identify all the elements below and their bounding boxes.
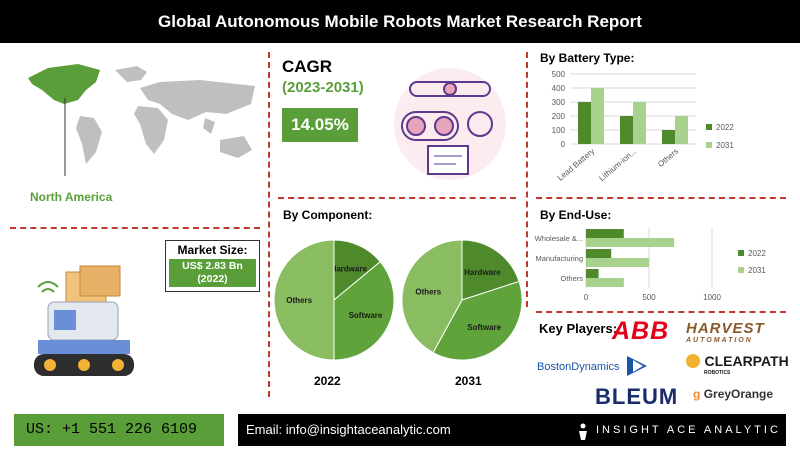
bleum-logo: BLEUM bbox=[595, 384, 679, 409]
robot-illustration bbox=[34, 265, 134, 376]
x-tick-label: 500 bbox=[642, 293, 656, 302]
y-tick-label: Manufacturing bbox=[535, 254, 583, 263]
region-label: North America bbox=[30, 190, 113, 204]
clearpath-logo: CLEARPATH ROBOTICS bbox=[686, 352, 789, 376]
boston-dynamics-logo: BostonDynamics bbox=[537, 361, 620, 373]
battery-chart: 0 100 200 300 400 500 Lead Battery Lithium-ion.… bbox=[552, 70, 735, 183]
cagr-label: CAGR bbox=[282, 57, 333, 76]
boston-dynamics-mark bbox=[627, 356, 647, 376]
divider bbox=[536, 197, 786, 199]
greyorange-logo: g GreyOrange bbox=[693, 387, 774, 401]
battery-chart-title: By Battery Type: bbox=[540, 51, 635, 65]
pie-slice-hardware bbox=[461, 239, 520, 301]
y-tick-label: Wholesale &... bbox=[535, 234, 583, 243]
pie-slice-software bbox=[432, 280, 523, 361]
automation-illustration bbox=[394, 68, 506, 180]
legend-swatch bbox=[738, 250, 744, 256]
pie-label: Hardware bbox=[331, 265, 368, 274]
pie-slice-hardware bbox=[333, 239, 381, 302]
bar-2022 bbox=[586, 229, 624, 238]
contact-bar: Email: info@insightaceanalytic.com INSIG… bbox=[238, 414, 786, 446]
cagr-value: 14.05% bbox=[282, 108, 358, 142]
pie-slice-others bbox=[401, 239, 463, 354]
divider bbox=[278, 197, 516, 199]
component-pie-2022: Hardware Software Others bbox=[273, 239, 395, 361]
pie-label: Hardware bbox=[464, 268, 501, 277]
bar-2031 bbox=[591, 88, 604, 144]
north-america-region bbox=[28, 64, 100, 104]
market-size-value: US$ 2.83 Bn bbox=[182, 260, 243, 272]
x-tick-label: Lead Battery bbox=[556, 147, 597, 183]
pie-caption-2022: 2022 bbox=[314, 374, 341, 388]
enduse-chart-title: By End-Use: bbox=[540, 208, 612, 222]
pie-slice-software bbox=[333, 261, 395, 361]
bar-2022 bbox=[620, 116, 633, 144]
brand-icon bbox=[578, 421, 588, 440]
bar-2022 bbox=[586, 249, 612, 258]
bar-2031 bbox=[586, 238, 675, 247]
bar-2022 bbox=[662, 130, 675, 144]
bar-2031 bbox=[586, 278, 624, 287]
bar-2031 bbox=[675, 116, 688, 144]
phone-contact: US: +1 551 226 6109 bbox=[14, 414, 224, 446]
y-tick-label: 300 bbox=[552, 98, 566, 107]
legend-swatch bbox=[738, 267, 744, 273]
market-size-box: Market Size: US$ 2.83 Bn (2022) bbox=[165, 240, 260, 292]
market-size-label: Market Size: bbox=[177, 243, 248, 257]
harvest-logo: HARVEST AUTOMATION bbox=[686, 320, 765, 344]
pie-label: Software bbox=[467, 323, 501, 332]
abb-logo: ABB bbox=[612, 317, 670, 345]
y-tick-label: 400 bbox=[552, 84, 566, 93]
email-link[interactable]: Email: info@insightaceanalytic.com bbox=[246, 422, 451, 437]
legend-label: 2031 bbox=[716, 141, 734, 150]
divider bbox=[10, 227, 260, 229]
x-tick-label: Lithium-ion... bbox=[597, 147, 638, 183]
world-map bbox=[28, 64, 255, 176]
legend-label: 2022 bbox=[748, 249, 766, 258]
pie-caption-2031: 2031 bbox=[455, 374, 482, 388]
x-tick-label: 0 bbox=[584, 293, 589, 302]
pie-label: Others bbox=[415, 287, 441, 296]
legend-swatch bbox=[706, 124, 712, 130]
y-tick-label: 0 bbox=[561, 140, 566, 149]
market-size-year: (2022) bbox=[197, 273, 228, 285]
divider bbox=[536, 311, 786, 313]
legend-label: 2022 bbox=[716, 123, 734, 132]
bar-2031 bbox=[586, 258, 649, 267]
cagr-period: (2023-2031) bbox=[282, 79, 364, 96]
y-tick-label: 100 bbox=[552, 126, 566, 135]
brand-name: INSIGHT ACE ANALYTIC bbox=[596, 424, 781, 436]
component-pie-2031: Hardware Software Others bbox=[401, 239, 523, 361]
divider bbox=[526, 52, 528, 307]
key-players-title: Key Players: bbox=[539, 321, 618, 336]
y-tick-label: 500 bbox=[552, 70, 566, 79]
pie-label: Others bbox=[286, 296, 312, 305]
legend-label: 2031 bbox=[748, 266, 766, 275]
pie-label: Software bbox=[349, 311, 383, 320]
pie-slice-others bbox=[273, 239, 335, 361]
bar-2031 bbox=[633, 102, 646, 144]
bar-2022 bbox=[578, 102, 591, 144]
divider bbox=[268, 52, 270, 397]
x-tick-label: Others bbox=[656, 147, 680, 169]
enduse-chart: 0 500 1000 Wholesale &... Manufacturing Other… bbox=[535, 228, 766, 302]
y-tick-label: Others bbox=[560, 274, 583, 283]
report-title: Global Autonomous Mobile Robots Market R… bbox=[0, 0, 800, 43]
bar-2022 bbox=[586, 269, 599, 278]
x-tick-label: 1000 bbox=[703, 293, 721, 302]
legend-swatch bbox=[706, 142, 712, 148]
component-chart-title: By Component: bbox=[283, 208, 373, 222]
y-tick-label: 200 bbox=[552, 112, 566, 121]
